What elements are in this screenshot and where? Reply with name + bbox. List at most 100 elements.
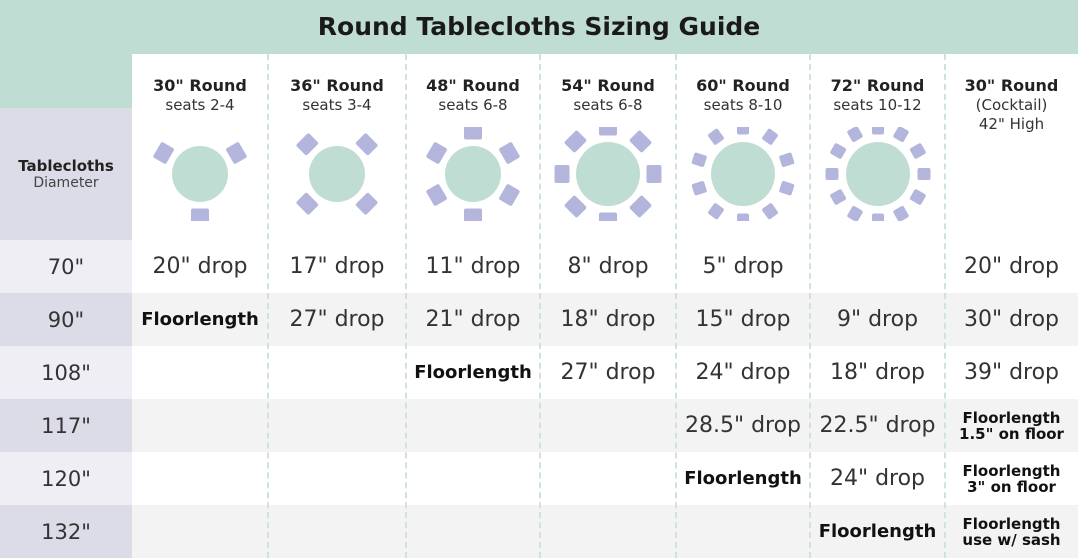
table-size-column: 48" Round seats 6-8: [406, 54, 540, 558]
table-circle: [576, 142, 640, 206]
drop-text: Floorlength: [684, 468, 802, 489]
drop-cell: 18" drop: [540, 293, 676, 346]
drop-cell: 5" drop: [676, 240, 810, 293]
drop-text: 1.5" on floor: [959, 424, 1064, 443]
column-title: 36" Round: [290, 76, 384, 95]
column-title: 48" Round: [426, 76, 520, 95]
column-height: 42" High: [978, 115, 1045, 133]
chair-icon: [426, 184, 447, 206]
chair-icon: [599, 212, 617, 221]
table-circle: [845, 142, 910, 206]
chair-icon: [629, 130, 652, 153]
chair-icon: [892, 127, 909, 143]
chair-icon: [708, 128, 724, 145]
column-divider: [675, 54, 677, 558]
column-title: 60" Round: [696, 76, 790, 95]
drop-text: Floorlength: [414, 362, 532, 383]
drop-text: Floorlength: [818, 521, 937, 542]
table-row: 70" 20" drop 17" drop 11" drop 8" drop 5" dro…: [0, 240, 1078, 293]
chair-icon: [464, 208, 482, 221]
chair-icon: [554, 165, 570, 183]
chair-icon: [191, 208, 209, 221]
drop-text: 28.5" drop: [684, 413, 802, 438]
chair-icon: [779, 152, 795, 167]
drop-text: 24" drop: [829, 466, 926, 491]
drop-text: Floorlength: [962, 408, 1061, 427]
table-size-column: 72" Round seats 10-12: [810, 54, 945, 558]
diameter-label: 70": [0, 240, 132, 293]
chair-icon: [296, 133, 319, 156]
drop-cell: 28.5" drop: [676, 399, 810, 452]
corner-block: [0, 54, 132, 108]
drop-cell: Floorlength: [676, 452, 810, 505]
chair-icon: [829, 189, 846, 205]
drop-cell: Floorlength: [810, 505, 945, 558]
chair-icon: [909, 189, 926, 205]
drop-cell: 27" drop: [268, 293, 406, 346]
table-circle: [711, 142, 775, 206]
drop-cell: 20" drop: [132, 240, 268, 293]
chair-icon: [499, 184, 520, 206]
chair-icon: [779, 181, 795, 196]
diameter-label: 90": [0, 293, 132, 346]
chair-icon: [226, 142, 247, 164]
diameter-label: 108": [0, 346, 132, 399]
chair-icon: [355, 192, 378, 215]
drop-cell: 17" drop: [268, 240, 406, 293]
drop-cell: 15" drop: [676, 293, 810, 346]
column-divider: [539, 54, 541, 558]
chair-icon: [499, 142, 520, 164]
table-row: 120" Floorlength 24" drop Floorlength 3" on …: [0, 452, 1078, 505]
drop-text: 18" drop: [560, 307, 656, 332]
drop-cell: Floorlength use w/ sash: [945, 505, 1078, 558]
drop-cell: 11" drop: [406, 240, 540, 293]
column-seats: seats 6-8: [438, 96, 508, 114]
drop-cell: 18" drop: [810, 346, 945, 399]
chair-icon: [691, 152, 707, 167]
table-diagram-icon: [691, 127, 795, 221]
chair-icon: [871, 213, 884, 221]
drop-text: 39" drop: [963, 360, 1060, 385]
drop-text: 11" drop: [425, 254, 521, 279]
drop-cell: Floorlength: [132, 293, 268, 346]
chair-icon: [917, 168, 930, 180]
column-seats: (Cocktail): [975, 96, 1048, 114]
drop-cell: 21" drop: [406, 293, 540, 346]
diameter-header-bold: Tablecloths: [18, 157, 114, 175]
drop-text: 9" drop: [836, 307, 919, 332]
chair-icon: [564, 195, 587, 218]
chair-icon: [629, 195, 652, 218]
drop-cell: Floorlength 1.5" on floor: [945, 399, 1078, 452]
chair-icon: [564, 130, 587, 153]
chair-icon: [892, 205, 909, 221]
column-divider: [809, 54, 811, 558]
chair-icon: [426, 142, 447, 164]
drop-text: Floorlength: [141, 309, 259, 330]
column-seats: seats 2-4: [165, 96, 235, 114]
table-size-column: 60" Round seats 8-10: [676, 54, 810, 558]
column-seats: seats 8-10: [703, 96, 783, 114]
drop-text: 5" drop: [702, 254, 784, 279]
drop-cell: 39" drop: [945, 346, 1078, 399]
column-seats: seats 6-8: [573, 96, 643, 114]
drop-text: 20" drop: [152, 254, 248, 279]
chair-icon: [909, 143, 926, 159]
column-title: 30" Round: [153, 76, 247, 95]
table-row: 90" Floorlength 27" drop 21" drop 18" drop 15…: [0, 293, 1078, 346]
chair-icon: [691, 181, 707, 196]
drop-text: 27" drop: [560, 360, 656, 385]
drop-text: 30" drop: [963, 307, 1060, 332]
table-row: 108" Floorlength 27" drop 24" drop 18" drop 3…: [0, 346, 1078, 399]
drop-text: Floorlength: [962, 514, 1061, 533]
column-divider: [267, 54, 269, 558]
drop-cell: 22.5" drop: [810, 399, 945, 452]
drop-text: 27" drop: [289, 307, 385, 332]
diameter-header: Tablecloths Diameter: [0, 108, 132, 240]
column-divider: [405, 54, 407, 558]
column-divider: [944, 54, 946, 558]
chair-icon: [871, 127, 884, 135]
drop-cell: 27" drop: [540, 346, 676, 399]
column-seats: seats 10-12: [833, 96, 922, 114]
table-circle: [445, 146, 501, 202]
chair-icon: [825, 168, 838, 180]
